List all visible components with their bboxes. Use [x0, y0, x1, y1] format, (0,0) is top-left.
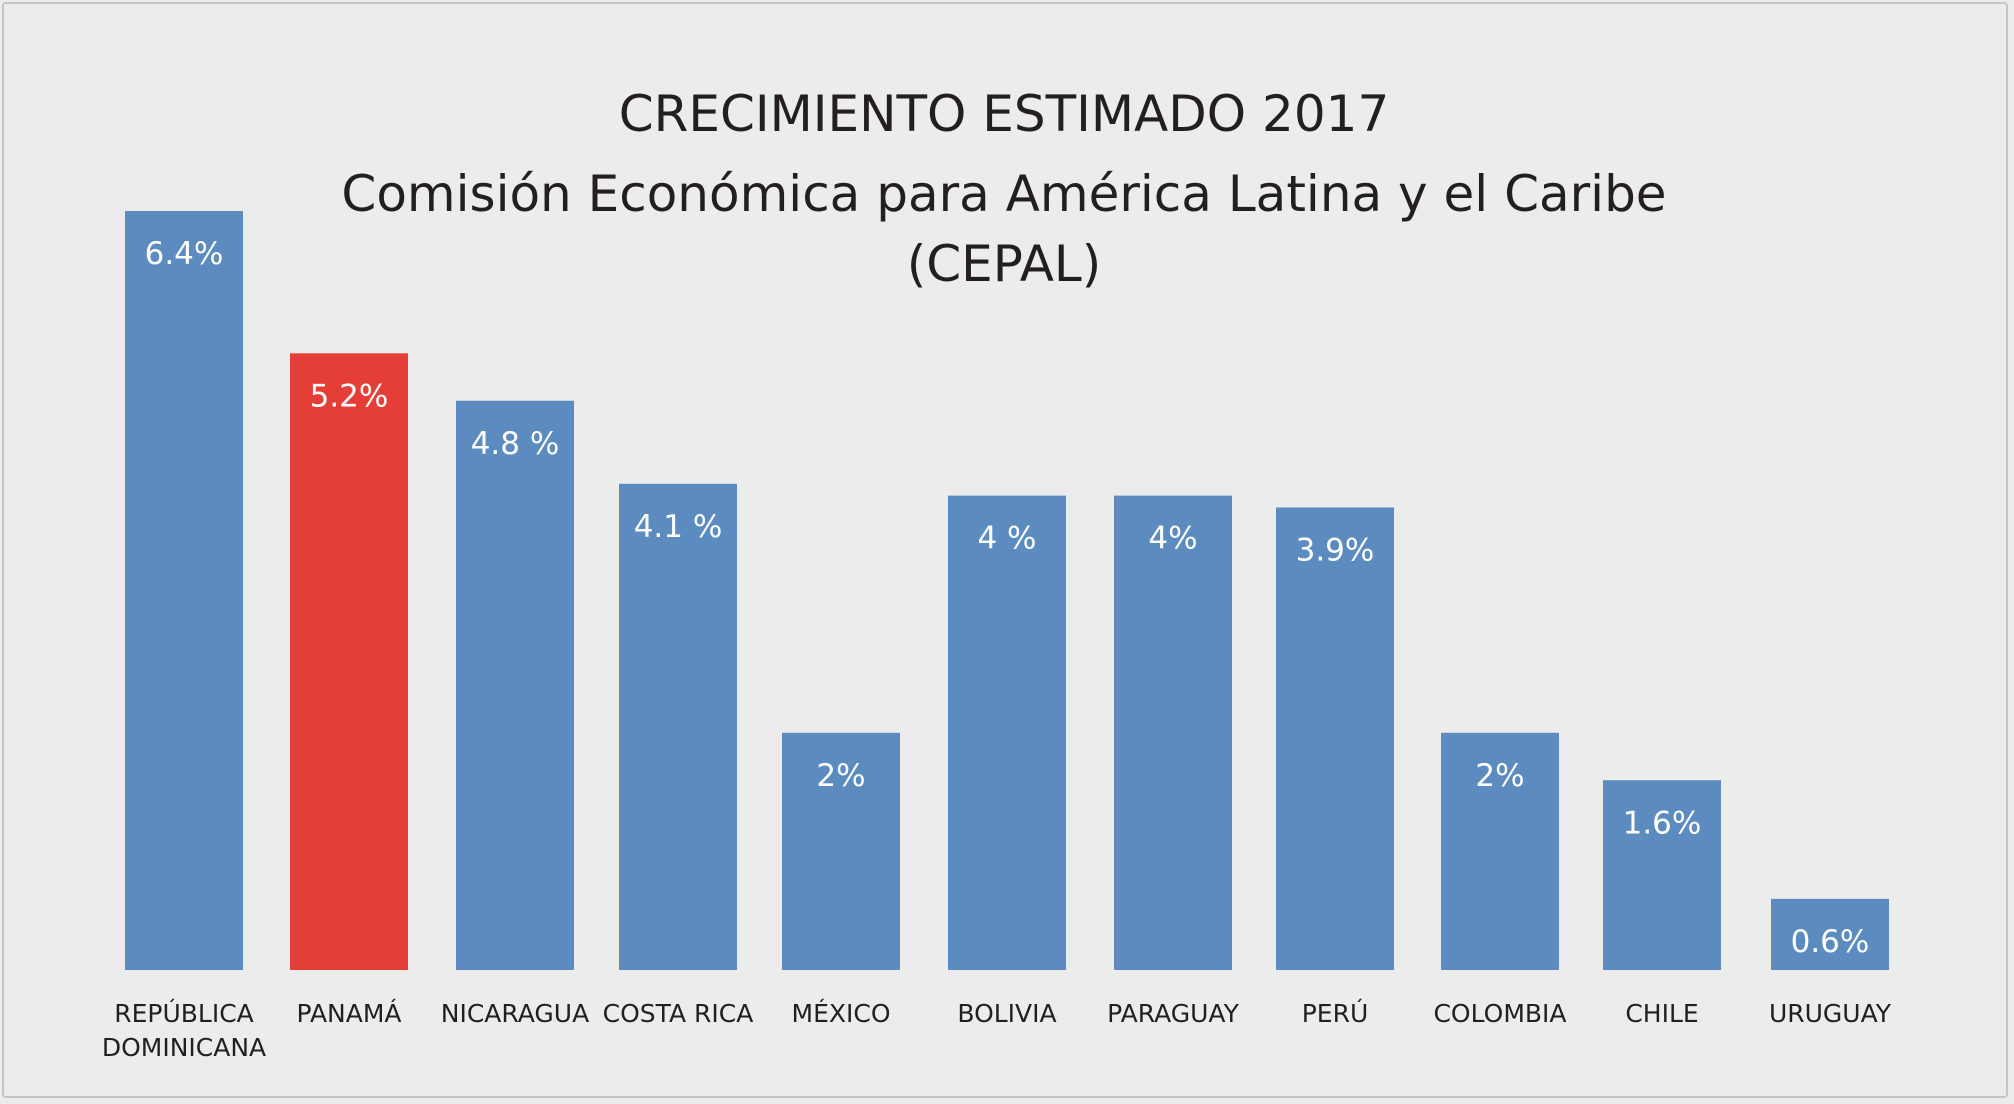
bar [125, 211, 243, 970]
chart-title: CRECIMIENTO ESTIMADO 2017 [619, 85, 1390, 143]
data-label: 1.6% [1623, 805, 1702, 841]
data-label: 4 % [977, 521, 1036, 557]
data-label: 4.8 % [471, 426, 560, 462]
bar [290, 353, 408, 970]
data-label: 4% [1148, 521, 1197, 557]
x-tick-label: BOLIVIA [957, 999, 1056, 1028]
data-label: 3.9% [1296, 532, 1375, 568]
chart-subtitle: Comisión Económica para América Latina y… [341, 165, 1666, 223]
x-tick-label: COLOMBIA [1433, 999, 1566, 1028]
bar [1603, 780, 1721, 970]
x-tick-label: DOMINICANA [102, 1033, 266, 1062]
bar [1441, 732, 1559, 970]
bar [782, 732, 900, 970]
x-tick-label: URUGUAY [1769, 999, 1892, 1028]
bar [619, 483, 737, 970]
bar [456, 400, 574, 970]
data-label: 4.1 % [634, 509, 723, 545]
bar [1771, 898, 1889, 970]
data-label: 5.2% [310, 378, 389, 414]
bar [1276, 507, 1394, 970]
x-tick-label: PARAGUAY [1107, 999, 1239, 1028]
x-tick-label: REPÚBLICA [114, 998, 254, 1028]
bar [1114, 495, 1232, 970]
data-label: 2% [1475, 758, 1524, 794]
data-label: 6.4% [145, 236, 224, 272]
x-tick-label: CHILE [1625, 999, 1698, 1028]
x-tick-label: COSTA RICA [603, 999, 754, 1028]
data-label: 0.6% [1791, 924, 1870, 960]
data-label: 2% [816, 758, 865, 794]
chart-subtitle-acronym: (CEPAL) [907, 235, 1102, 293]
x-tick-label: MÉXICO [792, 999, 891, 1028]
x-tick-label: NICARAGUA [441, 999, 589, 1028]
x-tick-label: PANAMÁ [296, 999, 401, 1028]
bar [948, 495, 1066, 970]
x-tick-label: PERÚ [1302, 998, 1369, 1028]
